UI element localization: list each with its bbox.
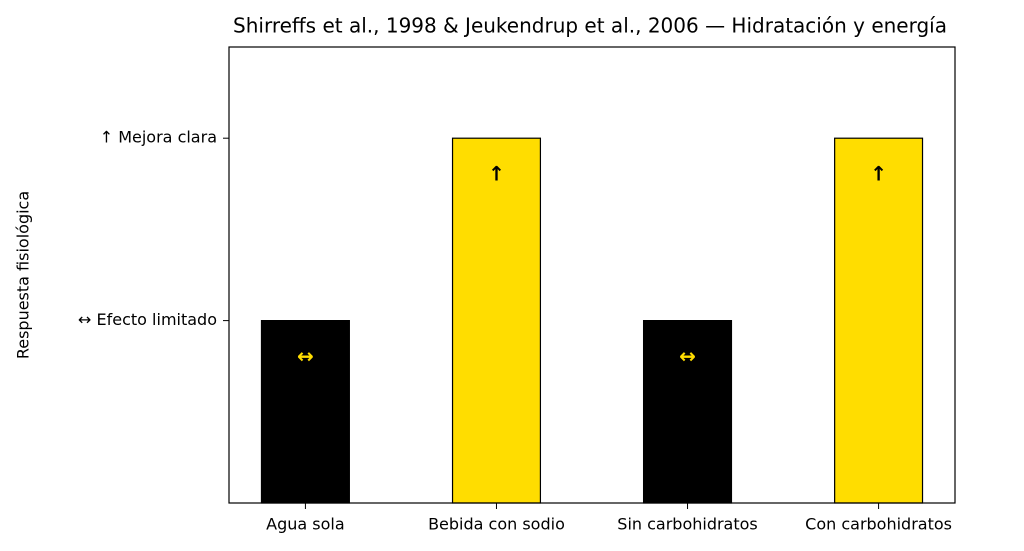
x-tick-label: Sin carbohidratos [617,515,757,534]
y-tick-label: ↔ Efecto limitado [78,310,217,329]
value-label: ↑ [870,162,887,186]
y-tick-label: ↑ Mejora clara [100,128,217,147]
x-tick-label: Con carbohidratos [805,515,952,534]
bar [260,320,350,504]
value-label: ↔ [679,344,696,368]
value-label: ↔ [297,344,314,368]
bar [834,137,924,504]
plot-frame [228,46,956,504]
chart-title: Shirreffs et al., 1998 & Jeukendrup et a… [233,14,947,38]
value-label: ↑ [488,162,505,186]
y-axis-label: Respuesta fisiológica [14,191,33,359]
x-tick-label: Agua sola [266,515,345,534]
bar [451,137,542,504]
x-tick-label: Bebida con sodio [428,515,565,534]
